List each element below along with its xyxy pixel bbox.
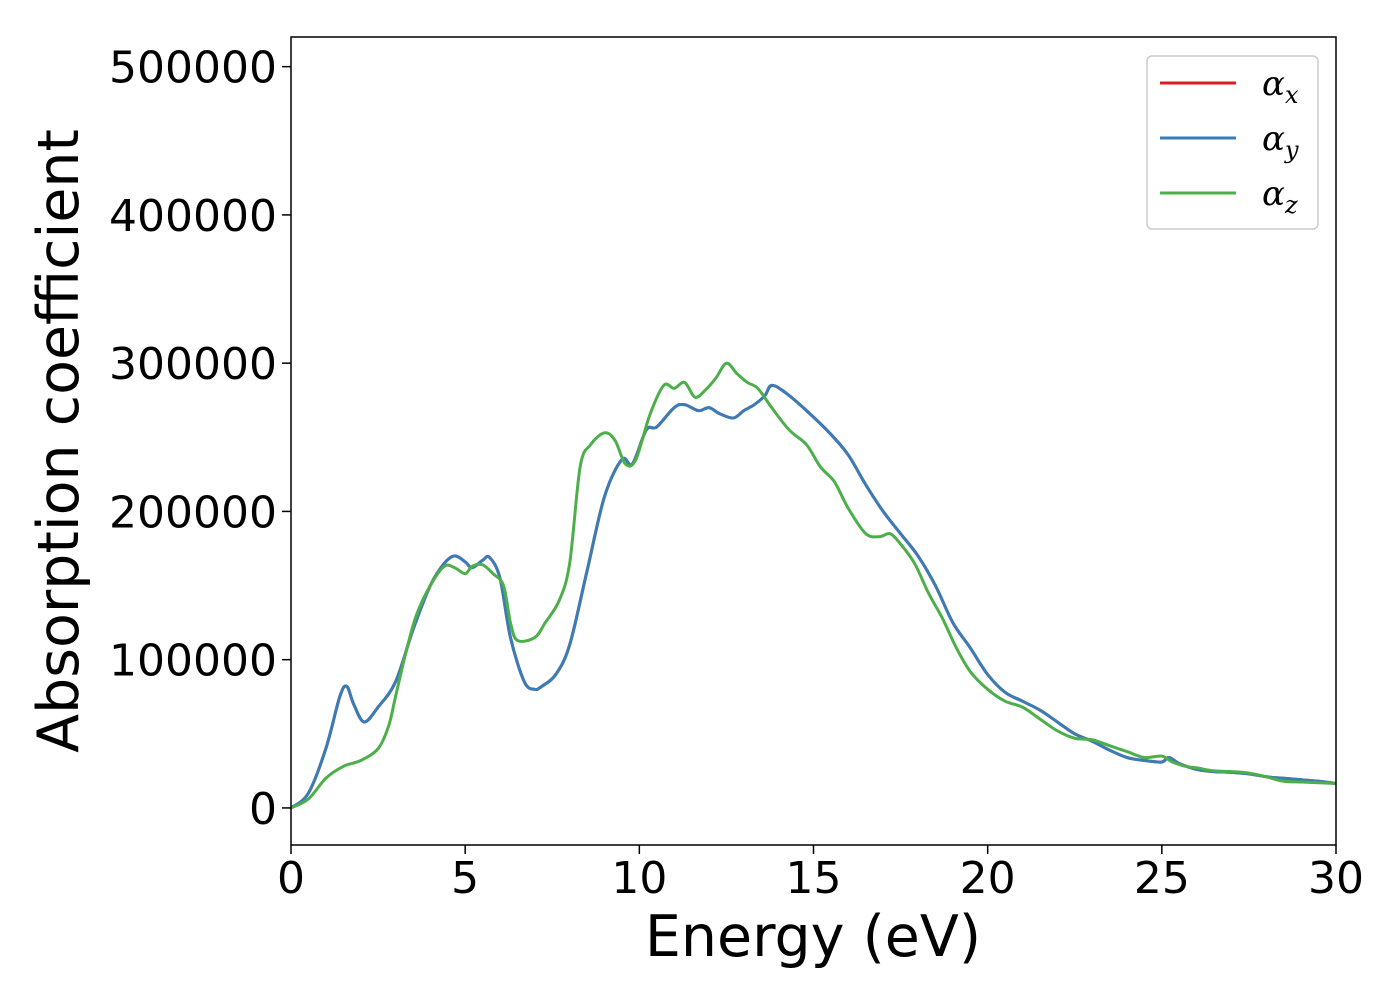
x-tick-label: 5: [451, 853, 479, 904]
x-tick-label: 20: [960, 853, 1016, 904]
legend-label-y: αy: [1262, 119, 1299, 164]
legend: αx αy αz: [1146, 55, 1319, 230]
y-tick-label: 0: [249, 784, 277, 835]
x-axis-label: Energy (eV): [645, 904, 981, 970]
y-tick-label: 300000: [109, 339, 277, 390]
y-tick-label: 100000: [109, 636, 277, 687]
y-axis-label: Absorption coefficient: [26, 129, 92, 753]
x-tick-label: 15: [786, 853, 842, 904]
y-ticks: 0 100000 200000 300000 400000 500000: [109, 43, 291, 835]
x-tick-label: 0: [277, 853, 305, 904]
series-line-x: [291, 383, 1336, 810]
legend-label-x: αx: [1262, 64, 1299, 109]
x-tick-label: 25: [1134, 853, 1190, 904]
plot-frame: [290, 36, 1337, 846]
legend-label-z: αz: [1262, 174, 1298, 219]
x-ticks: 0 5 10 15 20 25 30: [277, 845, 1364, 904]
x-tick-label: 10: [611, 853, 667, 904]
y-tick-label: 400000: [109, 191, 277, 242]
x-tick-label: 30: [1308, 853, 1364, 904]
series-line-y: [291, 383, 1336, 810]
series-line-z: [291, 361, 1336, 810]
legend-box: [1146, 55, 1319, 230]
y-tick-label: 500000: [109, 43, 277, 94]
series-lines: [291, 361, 1336, 810]
y-tick-label: 200000: [109, 487, 277, 538]
